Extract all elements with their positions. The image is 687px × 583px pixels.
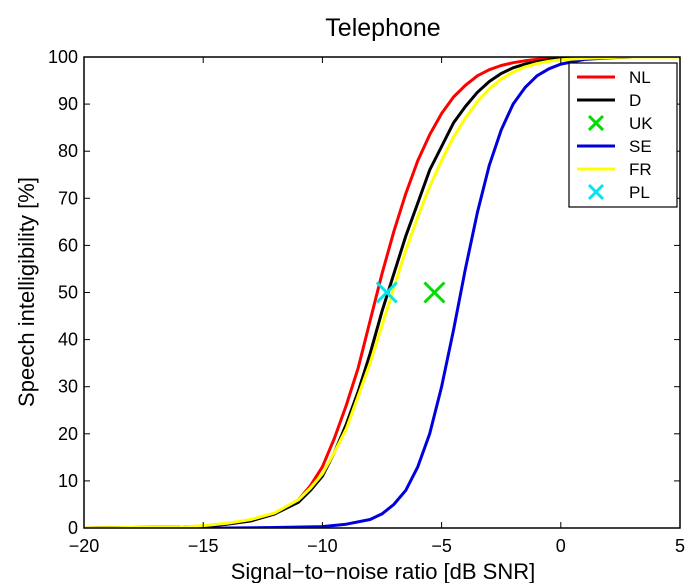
legend-entry-uk: UK — [587, 114, 653, 133]
x-tick-label: 0 — [556, 536, 566, 556]
legend-entry-fr: FR — [577, 160, 652, 179]
y-axis-label: Speech intelligibility [%] — [14, 177, 39, 407]
legend-box — [568, 62, 678, 208]
y-tick-label: 20 — [58, 424, 78, 444]
y-tick-label: 0 — [68, 518, 78, 538]
x-axis-label: Signal−to−noise ratio [dB SNR] — [231, 559, 536, 583]
marker-uk — [423, 281, 446, 304]
y-tick-label: 50 — [58, 283, 78, 303]
legend-entry-se: SE — [577, 137, 652, 156]
series-group — [84, 57, 680, 528]
legend-swatch-uk — [587, 114, 605, 132]
series-line-se — [84, 57, 680, 528]
legend-label-d: D — [629, 91, 641, 110]
legend-label-uk: UK — [629, 114, 653, 133]
y-tick-label: 30 — [58, 377, 78, 397]
chart-title: Telephone — [325, 14, 440, 42]
y-tick-label: 10 — [58, 471, 78, 491]
series-line-fr — [84, 57, 680, 528]
legend: NL D UK SE FR PL — [568, 62, 678, 208]
y-tick-label: 100 — [48, 47, 78, 67]
legend-entry-d: D — [577, 91, 641, 110]
legend-label-pl: PL — [629, 183, 650, 202]
x-tick-label: −10 — [307, 536, 338, 556]
y-tick-label: 40 — [58, 330, 78, 350]
legend-swatch-pl — [587, 183, 605, 201]
legend-label-se: SE — [629, 137, 652, 156]
legend-label-fr: FR — [629, 160, 652, 179]
x-tick-label: 5 — [675, 536, 685, 556]
y-tick-label: 60 — [58, 235, 78, 255]
legend-entry-nl: NL — [577, 68, 651, 87]
y-tick-label: 80 — [58, 141, 78, 161]
legend-label-nl: NL — [629, 68, 651, 87]
x-tick-label: −5 — [431, 536, 452, 556]
x-tick-label: −20 — [69, 536, 100, 556]
x-tick-label: −15 — [188, 536, 219, 556]
y-tick-label: 90 — [58, 94, 78, 114]
marker-pl — [375, 281, 398, 304]
legend-entry-pl: PL — [587, 183, 650, 202]
y-tick-label: 70 — [58, 188, 78, 208]
